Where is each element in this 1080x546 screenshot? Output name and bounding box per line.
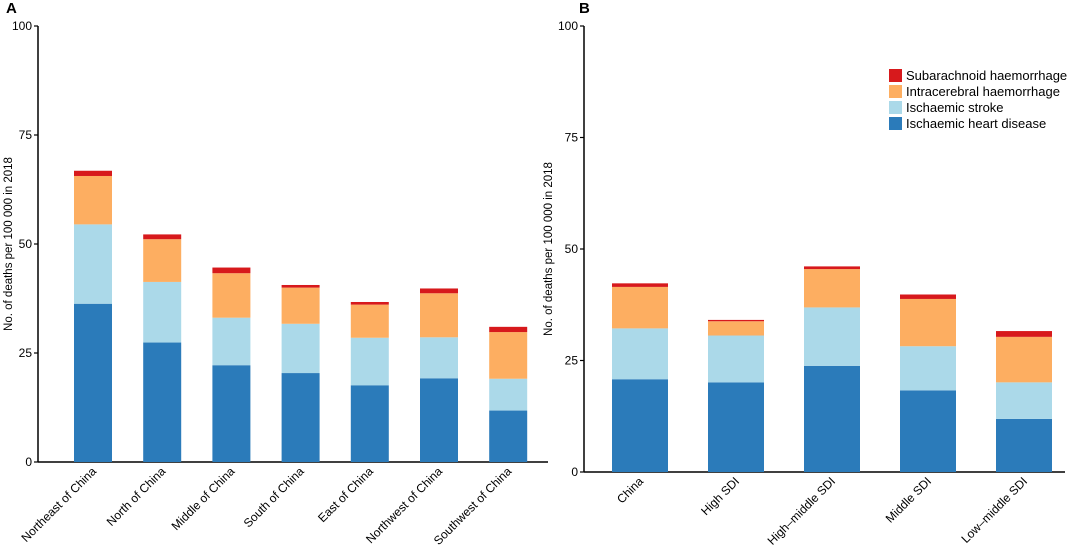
bar-high-sdi-intracerebral-haemorrhage (708, 321, 764, 336)
bar-high-sdi-ischaemic-stroke (708, 335, 764, 383)
bar-southwest-of-china-ischaemic-stroke (489, 378, 528, 411)
panel-b-y-ticks: 0 25 50 75 100 (558, 19, 584, 479)
bar-high-sdi-subarachnoid-haemorrhage (708, 319, 764, 322)
legend-label-ischaemic-heart-disease: Ischaemic heart disease (906, 116, 1046, 131)
bar-china-subarachnoid-haemorrhage (612, 283, 668, 287)
category-label-south-of-china: South of China (241, 464, 307, 530)
bar-southwest-of-china-subarachnoid-haemorrhage (489, 326, 528, 333)
bar-low-middle-sdi-intracerebral-haemorrhage (996, 336, 1052, 383)
category-label-low-middle-sdi: Low–middle SDI (958, 474, 1030, 546)
bar-north-of-china-ischaemic-heart-disease (143, 342, 182, 462)
panel-0-tick-label-0: 0 (25, 455, 32, 469)
bar-east-of-china-ischaemic-heart-disease (350, 385, 389, 462)
bar-northeast-of-china-ischaemic-heart-disease (74, 303, 112, 462)
legend-label-ischaemic-stroke: Ischaemic stroke (906, 100, 1004, 115)
category-label-east-of-china: East of China (315, 464, 376, 525)
bar-north-of-china-ischaemic-stroke (143, 281, 182, 343)
legend-label-intracerebral-haemorrhage: Intracerebral haemorrhage (906, 84, 1060, 99)
legend-swatch-ischaemic-stroke (889, 101, 902, 114)
panel-a-y-axis-label: No. of deaths per 100 000 in 2018 (3, 157, 15, 331)
category-label-northwest-of-china: Northwest of China (363, 464, 445, 546)
panel-0-tick-label-75: 75 (19, 128, 33, 142)
panel-a-bars (74, 170, 528, 462)
bar-low-middle-sdi-ischaemic-stroke (996, 382, 1052, 419)
bar-high-middle-sdi-subarachnoid-haemorrhage (804, 266, 860, 270)
bar-high-middle-sdi-ischaemic-heart-disease (804, 365, 860, 472)
legend-swatch-intracerebral-haemorrhage (889, 85, 902, 98)
bar-northwest-of-china-subarachnoid-haemorrhage (420, 288, 458, 294)
bar-middle-sdi-ischaemic-heart-disease (900, 390, 956, 472)
panel-1-tick-label-25: 25 (565, 354, 579, 368)
panel-b-category-labels: China High SDI High–middle SDI Middle SDI Lo… (614, 474, 1030, 546)
bar-high-middle-sdi-intracerebral-haemorrhage (804, 269, 860, 308)
panel-0-tick-label-50: 50 (19, 237, 33, 251)
bar-south-of-china-ischaemic-stroke (281, 323, 320, 374)
bar-high-sdi-ischaemic-heart-disease (708, 382, 764, 472)
bar-south-of-china-ischaemic-heart-disease (281, 373, 320, 462)
bar-china-ischaemic-stroke (612, 328, 668, 380)
panel-a: A No. of deaths per 100 000 in 2018 0 25 5… (3, 0, 548, 546)
bar-middle-sdi-intracerebral-haemorrhage (900, 298, 956, 347)
bar-middle-sdi-ischaemic-stroke (900, 346, 956, 391)
category-label-high-middle-sdi: High–middle SDI (765, 474, 839, 546)
bar-china-intracerebral-haemorrhage (612, 286, 668, 329)
bar-middle-of-china-ischaemic-heart-disease (212, 365, 251, 462)
bar-northeast-of-china-ischaemic-stroke (74, 224, 112, 304)
panel-0-tick-label-100: 100 (12, 19, 32, 33)
panel-b-bars (612, 266, 1052, 472)
panel-1-tick-label-0: 0 (571, 465, 578, 479)
bar-middle-sdi-subarachnoid-haemorrhage (900, 294, 956, 299)
bar-south-of-china-subarachnoid-haemorrhage (281, 284, 320, 288)
bar-northwest-of-china-ischaemic-heart-disease (420, 378, 458, 462)
bar-southwest-of-china-ischaemic-heart-disease (489, 410, 528, 462)
panel-1-tick-label-100: 100 (558, 19, 578, 33)
panel-1-tick-label-75: 75 (565, 131, 579, 145)
category-label-high-sdi: High SDI (698, 474, 742, 518)
category-label-middle-of-china: Middle of China (169, 464, 238, 533)
category-label-china: China (614, 474, 646, 506)
panel-a-category-labels: Northeast of China North of China Middle o… (18, 464, 514, 546)
bar-north-of-china-intracerebral-haemorrhage (143, 239, 182, 282)
panel-1-tick-label-50: 50 (565, 242, 579, 256)
bar-northwest-of-china-intracerebral-haemorrhage (420, 293, 458, 338)
bar-high-middle-sdi-ischaemic-stroke (804, 307, 860, 366)
bar-east-of-china-ischaemic-stroke (350, 337, 389, 386)
panel-b-label: B (579, 0, 590, 17)
legend-label-subarachnoid-haemorrhage: Subarachnoid haemorrhage (906, 68, 1067, 83)
bar-northwest-of-china-ischaemic-stroke (420, 337, 458, 379)
panel-a-label: A (6, 0, 17, 17)
panel-a-y-ticks: 0 25 50 75 100 (12, 19, 38, 469)
legend-swatch-subarachnoid-haemorrhage (889, 69, 902, 82)
bar-low-middle-sdi-subarachnoid-haemorrhage (996, 331, 1052, 337)
category-label-middle-sdi: Middle SDI (883, 474, 934, 525)
bar-middle-of-china-subarachnoid-haemorrhage (212, 267, 251, 274)
bar-south-of-china-intracerebral-haemorrhage (281, 287, 320, 324)
bar-east-of-china-subarachnoid-haemorrhage (350, 301, 389, 305)
category-label-north-of-china: North of China (104, 464, 169, 529)
bar-southwest-of-china-intracerebral-haemorrhage (489, 332, 528, 379)
bar-middle-of-china-intracerebral-haemorrhage (212, 273, 251, 318)
bar-east-of-china-intracerebral-haemorrhage (350, 304, 389, 338)
legend-swatch-ischaemic-heart-disease (889, 117, 902, 130)
bar-northeast-of-china-intracerebral-haemorrhage (74, 175, 112, 225)
bar-low-middle-sdi-ischaemic-heart-disease (996, 418, 1052, 472)
category-label-northeast-of-china: Northeast of China (18, 464, 99, 545)
panel-0-tick-label-25: 25 (19, 346, 33, 360)
panel-b-y-axis-label: No. of deaths per 100 000 in 2018 (543, 162, 555, 336)
bar-china-ischaemic-heart-disease (612, 379, 668, 472)
bar-northeast-of-china-subarachnoid-haemorrhage (74, 170, 112, 176)
category-label-southwest-of-china: Southwest of China (431, 464, 515, 546)
bar-middle-of-china-ischaemic-stroke (212, 317, 251, 366)
bar-north-of-china-subarachnoid-haemorrhage (143, 234, 182, 240)
